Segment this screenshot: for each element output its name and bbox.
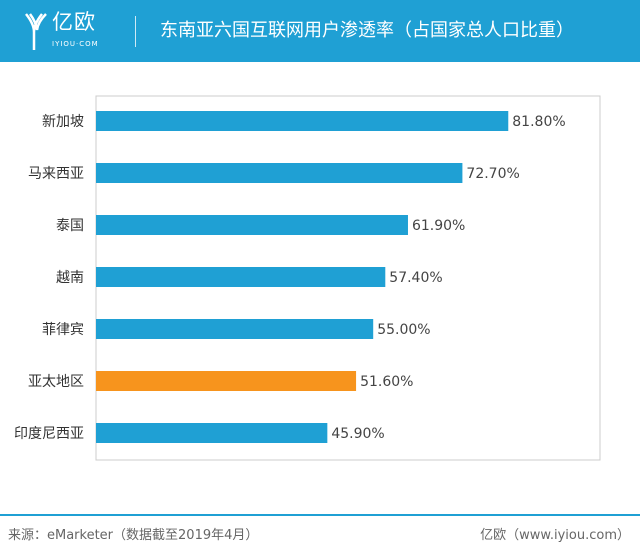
bar-0: [96, 111, 509, 131]
category-label: 菲律宾: [42, 322, 84, 338]
bar-chart: 新加坡 81.80% 马来西亚 72.70% 泰国 61.90% 越南 57.40% 菲律宾 55…: [14, 95, 601, 461]
data-label: 81.80%: [512, 114, 565, 130]
data-label: 55.00%: [377, 322, 430, 338]
bar-2: [96, 215, 408, 235]
category-label: 亚太地区: [28, 374, 84, 390]
category-label: 新加坡: [42, 114, 84, 130]
credit-note: 亿欧（www.iyiou.com）: [480, 528, 630, 543]
bar-5: [96, 371, 357, 391]
data-label: 61.90%: [412, 218, 465, 234]
iyiou-logo-icon: [25, 13, 47, 50]
data-label: 51.60%: [360, 374, 413, 390]
bar-1: [96, 163, 463, 183]
logo-text: 亿欧: [52, 10, 96, 34]
data-label: 57.40%: [389, 270, 442, 286]
category-label: 泰国: [56, 218, 84, 234]
data-label: 72.70%: [466, 166, 519, 182]
logo-subtext: IYIOU·COM: [52, 40, 99, 48]
bar-3: [96, 267, 386, 287]
footer-divider: [0, 514, 640, 516]
header: 亿欧 IYIOU·COM 东南亚六国互联网用户渗透率（占国家总人口比重）: [0, 0, 640, 62]
header-divider: [135, 16, 136, 47]
chart-title: 东南亚六国互联网用户渗透率（占国家总人口比重）: [160, 20, 574, 41]
category-label: 马来西亚: [28, 166, 84, 182]
category-label: 印度尼西亚: [14, 426, 84, 442]
category-label: 越南: [56, 270, 84, 286]
bar-4: [96, 319, 374, 339]
data-label: 45.90%: [331, 426, 384, 442]
source-note: 来源：eMarketer（数据截至2019年4月）: [8, 528, 259, 543]
bar-6: [96, 423, 328, 443]
